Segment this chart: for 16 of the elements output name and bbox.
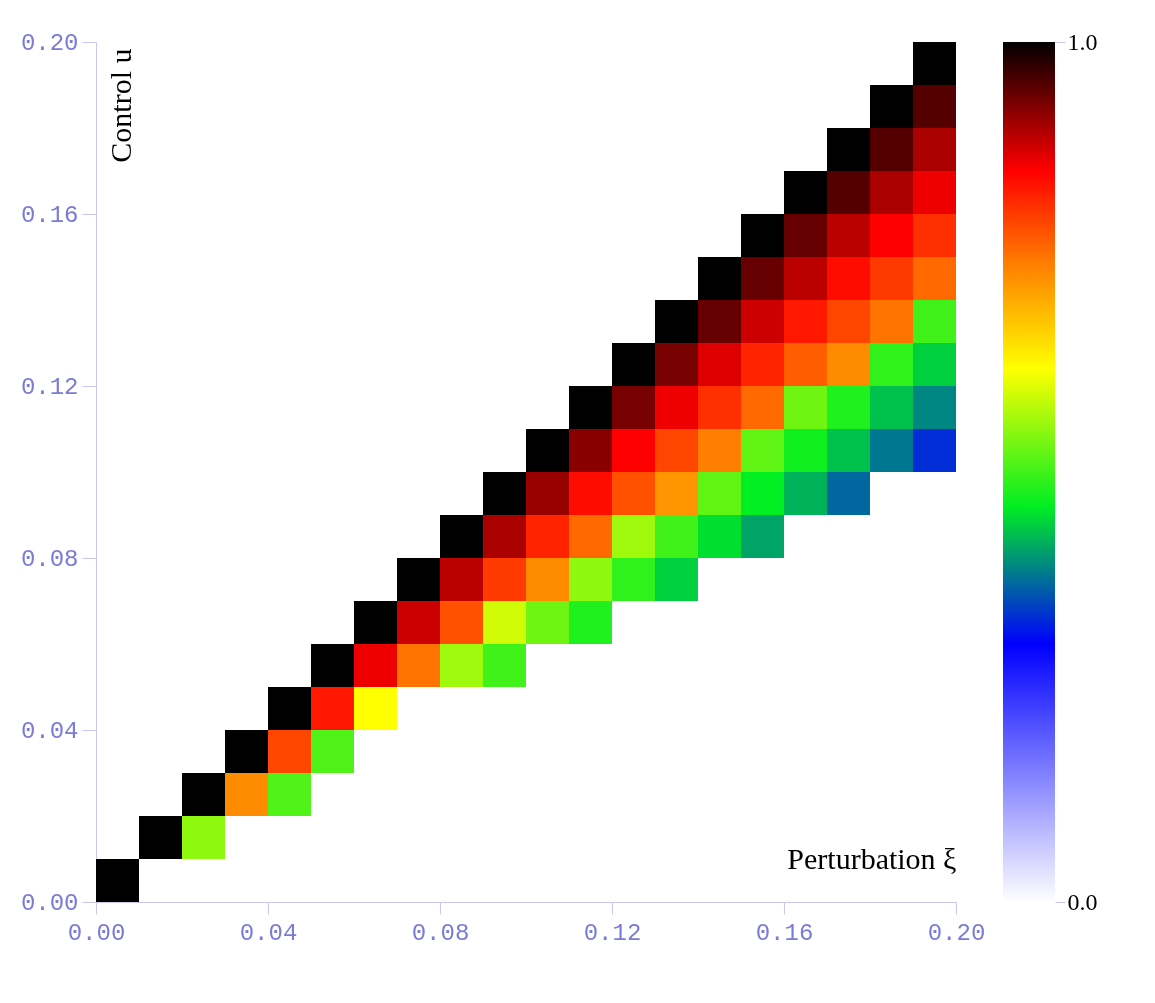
- y-tick-label: 0.08: [20, 545, 79, 573]
- y-tick-label: 0.12: [20, 373, 79, 401]
- x-tick-label: 0.16: [755, 919, 814, 947]
- x-tick-label: 0.08: [411, 919, 470, 947]
- y-tick-label: 0.00: [20, 889, 79, 917]
- x-tick-label: 0.12: [583, 919, 642, 947]
- x-tick-label: 0.04: [239, 919, 298, 947]
- y-tick-label: 0.20: [20, 29, 79, 57]
- x-axis-title: Perturbation ξ: [787, 841, 957, 875]
- x-tick-label: 0.00: [67, 919, 126, 947]
- color-bar-label: 1.0: [1067, 28, 1098, 55]
- color-bar-label: 0.0: [1067, 888, 1098, 915]
- y-tick-label: 0.16: [20, 201, 79, 229]
- y-axis-title: Control u: [103, 48, 137, 163]
- x-tick-label: 0.20: [927, 919, 986, 947]
- y-tick-label: 0.04: [20, 717, 79, 745]
